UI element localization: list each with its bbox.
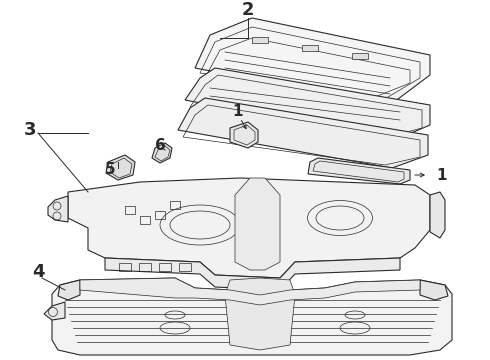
Polygon shape <box>352 53 368 59</box>
Polygon shape <box>235 178 280 270</box>
Polygon shape <box>230 122 258 148</box>
Bar <box>159 263 171 271</box>
Polygon shape <box>80 278 420 305</box>
Text: 6: 6 <box>155 138 166 153</box>
Polygon shape <box>420 280 448 300</box>
Polygon shape <box>430 192 445 238</box>
Bar <box>140 216 150 224</box>
Polygon shape <box>178 98 428 168</box>
Polygon shape <box>302 45 318 51</box>
Bar <box>179 263 191 271</box>
Text: 4: 4 <box>32 263 44 281</box>
Bar <box>119 263 131 271</box>
Polygon shape <box>185 68 430 140</box>
Polygon shape <box>68 178 430 278</box>
Polygon shape <box>52 278 452 355</box>
Text: 1: 1 <box>436 167 446 183</box>
Polygon shape <box>252 37 268 43</box>
Polygon shape <box>225 278 295 350</box>
Polygon shape <box>152 143 172 163</box>
Polygon shape <box>58 280 80 300</box>
Text: 2: 2 <box>242 1 254 19</box>
Text: 3: 3 <box>24 121 36 139</box>
Polygon shape <box>105 258 400 290</box>
Bar <box>170 201 180 209</box>
Text: 1: 1 <box>233 104 243 120</box>
Bar <box>139 263 151 271</box>
Text: 5: 5 <box>105 162 115 177</box>
Polygon shape <box>106 155 135 180</box>
Polygon shape <box>195 18 430 105</box>
Polygon shape <box>308 158 410 184</box>
Polygon shape <box>48 196 68 222</box>
Polygon shape <box>44 302 65 320</box>
Bar <box>155 211 165 219</box>
Bar <box>125 206 135 214</box>
